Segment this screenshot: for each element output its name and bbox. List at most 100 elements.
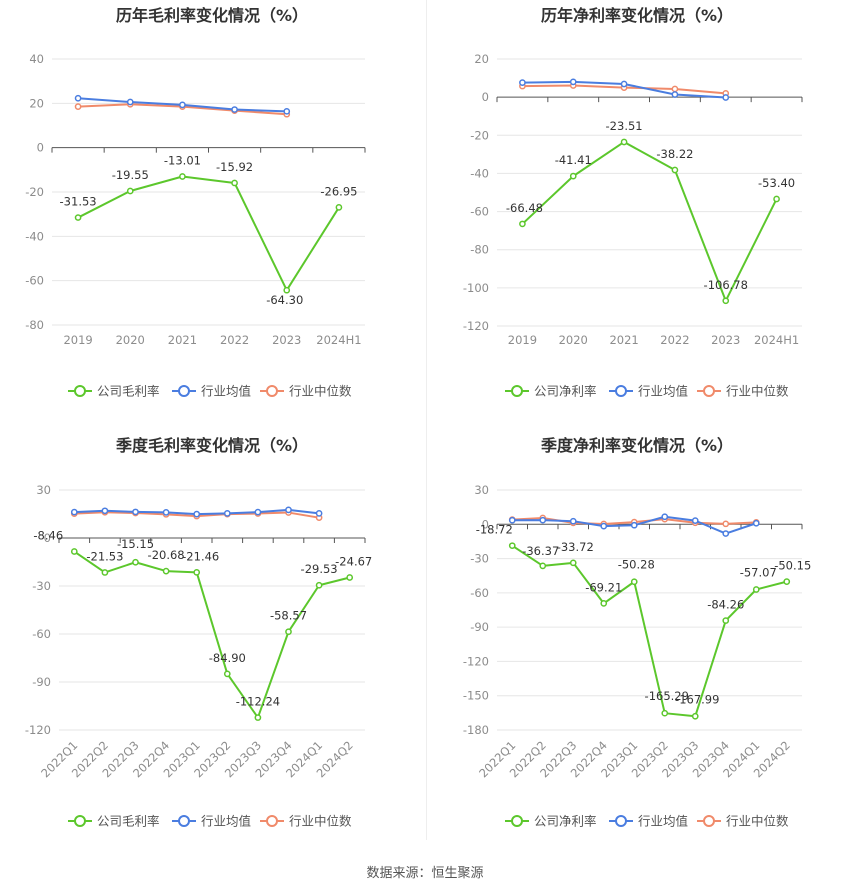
data-label: -18.72	[476, 523, 513, 537]
data-label: -15.15	[117, 537, 154, 551]
x-tick-label: 2024H1	[316, 333, 361, 347]
legend-item-company: 公司净利率	[505, 814, 597, 829]
data-point-industry_avg	[231, 106, 238, 113]
data-point-company	[671, 166, 679, 174]
data-point-company	[722, 617, 730, 624]
data-point-company	[231, 179, 238, 187]
data-point-industry_avg	[519, 79, 526, 86]
data-point-industry_avg	[162, 509, 170, 516]
data-point-industry_avg	[74, 94, 82, 102]
y-tick-label: -60	[25, 274, 44, 288]
data-point-industry_median	[722, 520, 730, 528]
data-label: -8.46	[33, 529, 63, 543]
x-tick-label: 2020	[559, 333, 588, 347]
data-point-industry_avg	[620, 80, 628, 88]
legend-item-company: 公司净利率	[505, 384, 597, 399]
quarterly-gross-margin-chart: 季度毛利率变化情况（%）300-30-60-90-1202022Q12022Q2…	[25, 436, 372, 829]
data-label: -15.92	[216, 160, 253, 174]
y-tick-label: -80	[25, 318, 44, 332]
legend-marker	[178, 815, 190, 827]
data-label: -50.28	[618, 558, 655, 572]
chart-title: 历年毛利率变化情况（%）	[116, 6, 308, 25]
y-tick-label: -20	[470, 128, 489, 142]
data-point-company	[630, 578, 638, 586]
data-label: -41.41	[555, 153, 592, 167]
legend-label: 公司净利率	[534, 814, 597, 829]
data-point-industry_avg	[70, 508, 78, 516]
legend-item-industry_avg: 行业均值	[609, 814, 688, 829]
y-tick-label: -150	[463, 689, 489, 703]
x-tick-label: 2023	[272, 333, 301, 347]
chart-title: 季度毛利率变化情况（%）	[115, 436, 308, 455]
data-point-industry_avg	[722, 530, 730, 537]
legend-label: 行业中位数	[289, 384, 352, 399]
legend-marker	[266, 385, 278, 397]
data-point-industry_avg	[539, 516, 547, 524]
data-label: -57.07	[740, 566, 777, 580]
data-point-company	[569, 172, 577, 180]
data-label: -112.24	[236, 695, 280, 709]
legend-item-industry_avg: 行业均值	[172, 384, 251, 399]
quarterly-net-margin-panel: 季度净利率变化情况（%） 30 0 -30 -60 -90 -120 -150 -180 2022…	[425, 430, 850, 860]
annual-gross-margin-chart: 历年毛利率变化情况（%） 40 20 0 -20 -40 -60 -80 2019 2020 202…	[25, 6, 366, 399]
annual-gross-margin-panel: 历年毛利率变化情况（%） 40 20 0 -20 -40 -60 -80 2019 2020 202…	[0, 0, 425, 430]
data-point-company	[132, 558, 139, 566]
data-label: -167.99	[675, 692, 719, 706]
y-tick-label: 0	[482, 517, 489, 531]
data-point-company	[285, 628, 292, 636]
x-tick-label: 2024H1	[754, 333, 799, 347]
y-tick-label: -120	[463, 654, 489, 668]
data-label: -21.46	[182, 549, 219, 563]
legend-marker	[74, 815, 86, 827]
data-label: -26.95	[320, 184, 357, 198]
legend-label: 行业均值	[201, 814, 251, 829]
data-label: -23.51	[606, 119, 643, 133]
legend-marker	[615, 385, 627, 397]
panel-divider	[426, 0, 427, 840]
legend-marker	[266, 815, 278, 827]
data-point-industry_avg	[691, 517, 699, 524]
data-label: -50.15	[774, 559, 811, 573]
y-tick-label: -180	[463, 723, 489, 737]
legend-label: 公司净利率	[534, 384, 597, 399]
data-point-company	[661, 709, 669, 717]
y-tick-label: -60	[470, 586, 489, 600]
data-point-industry_avg	[661, 513, 669, 521]
legend-marker	[178, 385, 190, 397]
series-line-company	[511, 544, 788, 718]
data-point-company	[74, 214, 82, 221]
y-tick-label: -60	[32, 627, 51, 641]
data-label: -58.57	[270, 609, 307, 623]
data-point-company	[722, 297, 730, 305]
chart-title: 季度净利率变化情况（%）	[540, 436, 733, 455]
data-point-industry_avg	[132, 508, 139, 516]
y-tick-label: 20	[474, 52, 489, 66]
legend-item-company: 公司毛利率	[68, 814, 160, 829]
legend-item-industry_median: 行业中位数	[260, 814, 352, 829]
data-point-company	[569, 559, 577, 567]
data-point-industry_avg	[315, 510, 323, 517]
data-point-industry_avg	[630, 521, 638, 529]
legend-marker	[511, 815, 523, 827]
legend-item-industry_median: 行业中位数	[697, 814, 789, 829]
data-point-company	[519, 220, 526, 228]
legend-marker	[511, 385, 523, 397]
y-tick-label: -90	[470, 620, 489, 634]
data-point-industry_avg	[722, 94, 730, 101]
y-tick-label: -80	[470, 243, 489, 257]
data-source-label: 数据来源：恒生聚源	[366, 866, 484, 881]
annual-net-margin-panel: 历年净利率变化情况（%） 20 0 -20 -40 -60 -80 -100 -120 2019 2…	[425, 0, 850, 430]
data-label: -21.53	[86, 549, 123, 563]
data-label: -20.68	[148, 548, 185, 562]
data-point-company	[539, 562, 547, 570]
legend-marker	[615, 815, 627, 827]
chart-title: 历年净利率变化情况（%）	[541, 6, 733, 25]
data-point-company	[783, 578, 791, 585]
x-tick-label: 2023	[711, 333, 740, 347]
y-tick-label: -40	[25, 229, 44, 243]
series-line-company	[73, 550, 350, 719]
data-label: -53.40	[758, 176, 795, 190]
legend-label: 行业中位数	[289, 814, 352, 829]
data-label: -31.53	[60, 195, 97, 209]
